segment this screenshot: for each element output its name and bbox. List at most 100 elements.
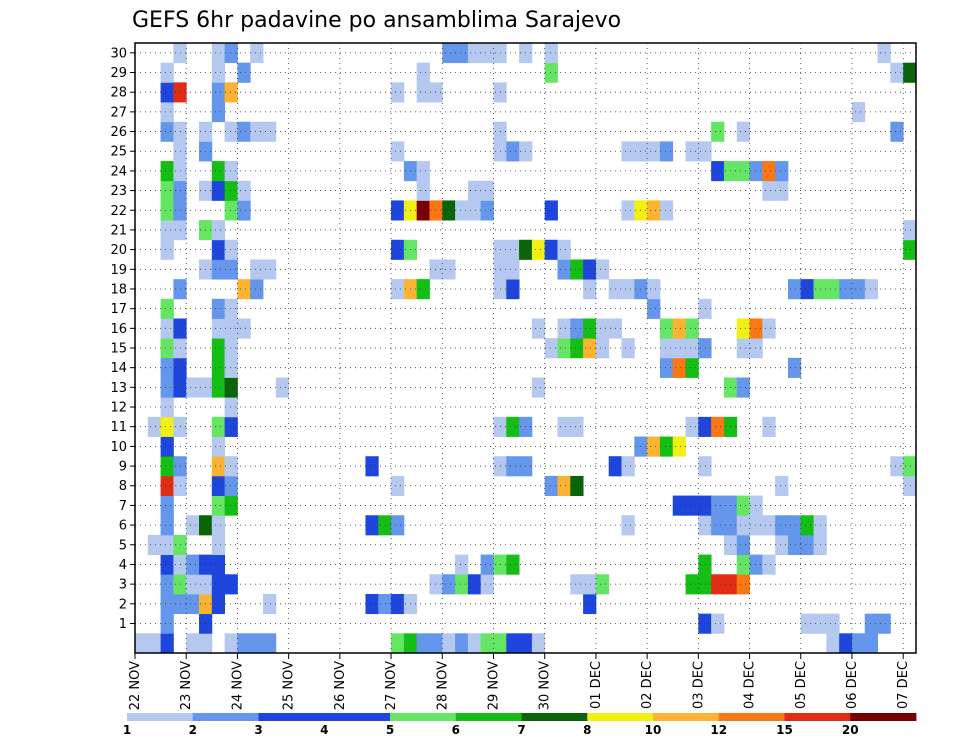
y-tick-label: 22 [110, 204, 127, 219]
y-tick-label: 9 [119, 460, 127, 475]
heatmap-cell [800, 279, 814, 300]
heatmap-cell [698, 298, 712, 319]
legend-label: 20 [842, 723, 859, 737]
heatmap-cell [903, 475, 917, 496]
heatmap-cell [211, 239, 226, 260]
heatmap-cell [416, 180, 430, 201]
heatmap-cell [211, 82, 226, 103]
heatmap-cell [416, 82, 430, 103]
heatmap-cell [160, 357, 174, 378]
heatmap-cell [480, 180, 494, 201]
heatmap-cell [211, 62, 226, 83]
heatmap-cell [391, 141, 405, 162]
heatmap-cell [762, 318, 776, 339]
heatmap-cell [672, 338, 686, 359]
heatmap-cell [467, 180, 482, 201]
heatmap-cell [672, 495, 686, 516]
heatmap-cell [557, 239, 571, 260]
heatmap-cell [698, 574, 712, 595]
legend-label: 8 [583, 723, 591, 737]
heatmap-cell [224, 574, 238, 595]
heatmap-cell [621, 515, 635, 536]
heatmap-cell [224, 259, 238, 280]
heatmap-cell [711, 495, 725, 516]
heatmap-cell [839, 633, 853, 654]
heatmap-cell [570, 259, 584, 280]
heatmap-cell [250, 633, 264, 654]
y-tick-label: 30 [110, 46, 127, 61]
heatmap-cell [480, 43, 494, 64]
legend-label: 5 [386, 723, 394, 737]
heatmap-cell [160, 436, 174, 457]
heatmap-cell [531, 377, 546, 398]
heatmap-cell [211, 43, 226, 64]
heatmap-cell [749, 495, 763, 516]
heatmap-cell [429, 574, 443, 595]
heatmap-cell [160, 574, 174, 595]
heatmap-cell [685, 495, 699, 516]
heatmap-cell [557, 318, 571, 339]
heatmap-cell [250, 121, 264, 142]
y-tick-label: 27 [110, 105, 127, 120]
heatmap-cell [211, 475, 226, 496]
heatmap-cell [531, 239, 546, 260]
heatmap-cell [224, 633, 238, 654]
heatmap-cell [160, 377, 174, 398]
heatmap-cell [672, 436, 686, 457]
heatmap-cell [570, 574, 584, 595]
heatmap-cell [711, 515, 725, 536]
heatmap-cell [506, 141, 520, 162]
heatmap-cell [877, 43, 891, 64]
heatmap-cell [455, 43, 469, 64]
heatmap-cell [224, 200, 238, 221]
y-tick-label: 15 [110, 342, 127, 357]
legend-label: 2 [189, 723, 197, 737]
heatmap-cell [647, 279, 661, 300]
heatmap-cell [211, 574, 226, 595]
heatmap-cell [685, 141, 699, 162]
legend-label: 4 [320, 723, 328, 737]
legend-swatch [850, 713, 917, 721]
heatmap-cell [749, 554, 763, 575]
heatmap-cell [851, 633, 866, 654]
heatmap-cell [224, 239, 238, 260]
heatmap-cell [224, 495, 238, 516]
heatmap-cell [211, 456, 226, 477]
heatmap-cell [391, 515, 405, 536]
heatmap-cell [698, 141, 712, 162]
heatmap-cell [211, 436, 226, 457]
heatmap-cell [135, 633, 149, 654]
heatmap-cell [455, 633, 469, 654]
grid-lines [135, 43, 916, 653]
heatmap-cell [851, 279, 866, 300]
heatmap-cell [506, 279, 520, 300]
heatmap-cell [211, 495, 226, 516]
heatmap-cell [800, 515, 814, 536]
heatmap-cell [506, 554, 520, 575]
heatmap-cell [160, 161, 174, 182]
heatmap-cell [211, 593, 226, 615]
heatmap-cell [736, 554, 750, 575]
legend-swatch [784, 713, 851, 721]
heatmap-cell [595, 574, 610, 595]
heatmap-cell [736, 161, 750, 182]
heatmap-cell [237, 318, 251, 339]
heatmap-cell [237, 180, 251, 201]
heatmap-cell [711, 613, 725, 634]
heatmap-cell [429, 259, 443, 280]
heatmap-cell [621, 141, 635, 162]
heatmap-cell [211, 180, 226, 201]
y-tick-label: 25 [110, 145, 127, 160]
heatmap-cell [826, 279, 840, 300]
heatmap-cell [659, 318, 674, 339]
heatmap-cell [736, 318, 750, 339]
legend-label: 10 [645, 723, 662, 737]
y-tick-label: 21 [110, 223, 127, 238]
heatmap-cell [698, 495, 712, 516]
y-tick-label: 10 [110, 440, 127, 455]
y-tick-label: 11 [110, 420, 127, 435]
heatmap-cell [621, 338, 635, 359]
heatmap-cell [685, 318, 699, 339]
heatmap-cell [647, 298, 661, 319]
x-tick-label: 27 NOV [384, 661, 399, 710]
